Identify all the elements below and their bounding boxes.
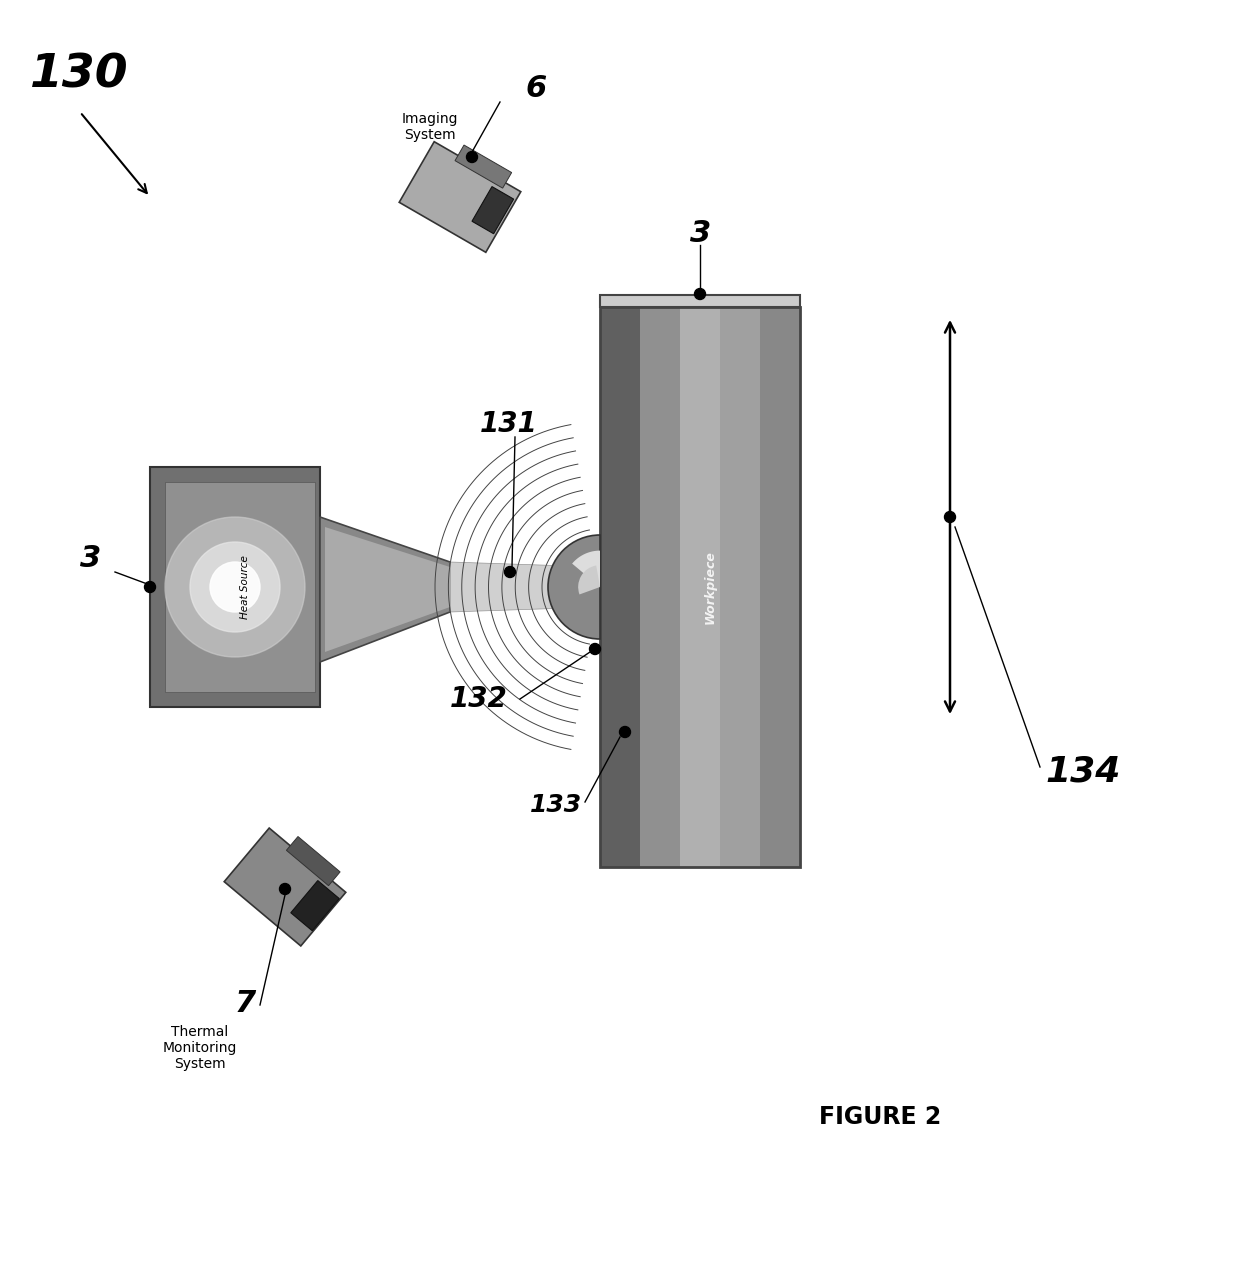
Polygon shape <box>600 307 640 867</box>
Polygon shape <box>640 307 680 867</box>
Text: 3: 3 <box>81 544 102 573</box>
Text: 7: 7 <box>236 990 257 1017</box>
Polygon shape <box>450 563 600 612</box>
Text: 130: 130 <box>30 52 129 98</box>
Circle shape <box>210 563 260 612</box>
Text: 132: 132 <box>450 685 507 713</box>
Text: 131: 131 <box>480 411 538 438</box>
Wedge shape <box>548 535 600 639</box>
Wedge shape <box>578 565 600 594</box>
Polygon shape <box>150 468 320 707</box>
Text: Imaging
System: Imaging System <box>402 111 459 142</box>
Polygon shape <box>325 527 450 653</box>
Polygon shape <box>572 551 600 587</box>
Text: 6: 6 <box>525 73 547 103</box>
Polygon shape <box>760 307 800 867</box>
Polygon shape <box>291 881 340 931</box>
Circle shape <box>466 152 477 162</box>
Polygon shape <box>320 517 450 661</box>
Polygon shape <box>224 829 346 946</box>
Polygon shape <box>472 186 513 233</box>
Circle shape <box>165 517 305 658</box>
Circle shape <box>620 726 630 737</box>
Circle shape <box>190 542 280 632</box>
Circle shape <box>945 512 956 522</box>
Polygon shape <box>680 307 720 867</box>
Text: Workpiece: Workpiece <box>703 550 717 623</box>
Circle shape <box>145 582 155 593</box>
Circle shape <box>694 289 706 299</box>
Polygon shape <box>399 142 521 252</box>
Polygon shape <box>286 836 340 886</box>
Text: FIGURE 2: FIGURE 2 <box>818 1105 941 1129</box>
Circle shape <box>279 883 290 895</box>
Text: 3: 3 <box>689 219 712 248</box>
Circle shape <box>505 566 516 578</box>
Polygon shape <box>600 295 800 307</box>
Circle shape <box>589 644 600 655</box>
Polygon shape <box>455 144 512 188</box>
Text: Heat Source: Heat Source <box>241 555 250 620</box>
Text: 133: 133 <box>529 793 582 817</box>
Text: Thermal
Monitoring
System: Thermal Monitoring System <box>162 1025 237 1072</box>
Text: 134: 134 <box>1045 755 1121 789</box>
Polygon shape <box>720 307 760 867</box>
Polygon shape <box>165 481 315 692</box>
